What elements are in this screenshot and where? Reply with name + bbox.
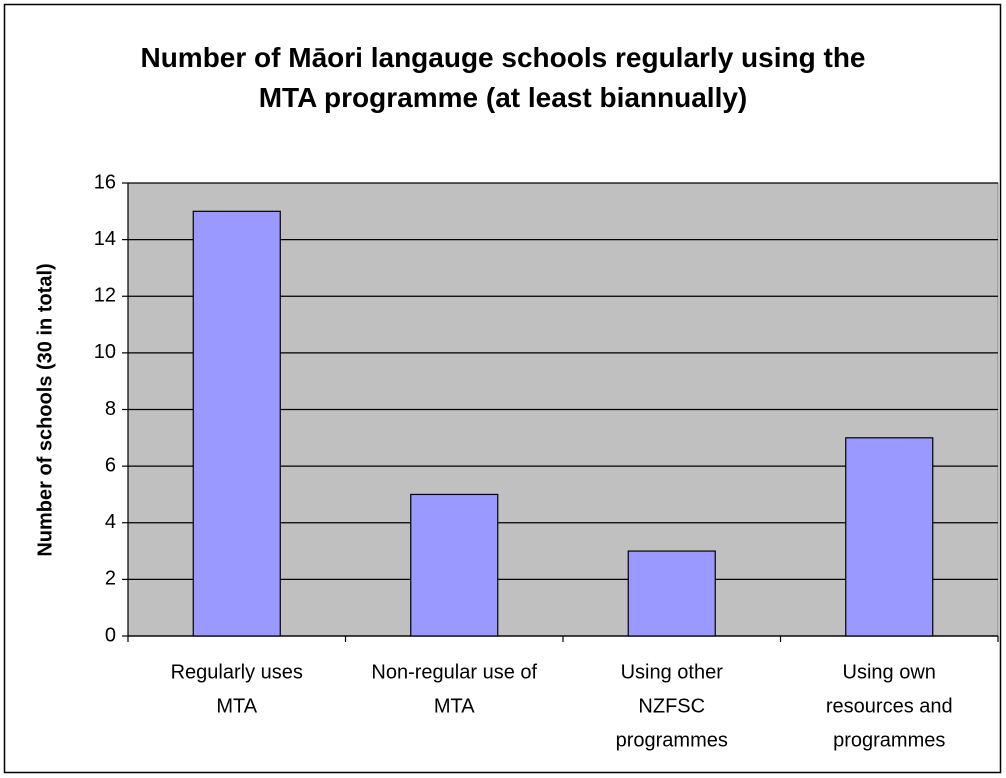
x-tick-label: Using own xyxy=(843,661,936,683)
y-tick-label: 0 xyxy=(105,624,116,646)
y-tick-label: 2 xyxy=(105,568,116,590)
y-axis-label: Number of schools (30 in total) xyxy=(34,263,56,556)
bar xyxy=(192,210,281,637)
x-tick-label: Regularly uses xyxy=(171,661,303,683)
bar xyxy=(845,437,934,637)
y-tick-label: 6 xyxy=(105,454,116,476)
x-tick-label: MTA xyxy=(216,695,257,717)
bar xyxy=(410,493,499,637)
x-tick-label: programmes xyxy=(833,729,945,751)
y-tick-label: 4 xyxy=(105,511,116,533)
bar xyxy=(627,550,716,637)
chart-title: Number of Māori langauge schools regular… xyxy=(140,42,866,113)
x-tick-label: MTA xyxy=(434,695,475,717)
x-tick-label: Non-regular use of xyxy=(371,661,537,683)
x-tick-label: Using other xyxy=(621,661,724,683)
y-tick-label: 10 xyxy=(94,341,116,363)
x-tick-label: programmes xyxy=(616,729,728,751)
x-tick-label: resources and xyxy=(826,695,953,717)
y-tick-label: 14 xyxy=(94,228,116,250)
title-box: Number of Māori langauge schools regular… xyxy=(140,42,866,113)
y-tick-label: 8 xyxy=(105,398,116,420)
y-tick-label: 16 xyxy=(94,171,116,193)
y-tick-label: 12 xyxy=(94,285,116,307)
x-tick-label: NZFSC xyxy=(638,695,705,717)
